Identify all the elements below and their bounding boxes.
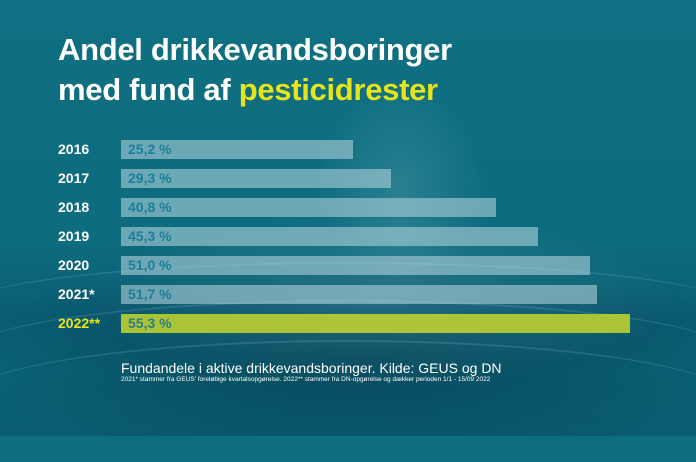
bar-row: 2019 45,3 % <box>0 227 696 246</box>
bar-row: 2017 29,3 % <box>0 169 696 188</box>
chart-caption: Fundandele i aktive drikkevandsboringer.… <box>121 360 502 376</box>
value-label: 25,2 % <box>128 141 172 157</box>
bar <box>121 314 630 333</box>
year-label: 2018 <box>58 199 90 215</box>
value-label: 51,7 % <box>128 286 172 302</box>
value-label: 29,3 % <box>128 170 172 186</box>
bar <box>121 227 538 246</box>
bar-row: 2016 25,2 % <box>0 140 696 159</box>
bar <box>121 198 496 217</box>
year-label: 2017 <box>58 170 90 186</box>
value-label: 51,0 % <box>128 257 172 273</box>
year-label: 2021* <box>58 286 95 302</box>
bar-row: 2021* 51,7 % <box>0 285 696 304</box>
title-line-2-prefix: med fund af <box>58 72 239 107</box>
bar-row: 2022** 55,3 % <box>0 314 696 333</box>
bar <box>121 285 597 304</box>
bar <box>121 169 391 188</box>
year-label: 2020 <box>58 257 90 273</box>
value-label: 45,3 % <box>128 228 172 244</box>
bar-row: 2020 51,0 % <box>0 256 696 275</box>
value-label: 55,3 % <box>128 315 172 331</box>
chart-title: Andel drikkevandsboringer med fund af pe… <box>58 30 452 110</box>
bar <box>121 256 590 275</box>
title-line-1: Andel drikkevandsboringer <box>58 32 452 67</box>
title-highlight: pesticidrester <box>238 72 438 107</box>
value-label: 40,8 % <box>128 199 172 215</box>
year-label: 2016 <box>58 141 90 157</box>
chart-footnote: 2021* stammer fra GEUS' foreløbige kvart… <box>121 376 491 383</box>
year-label: 2019 <box>58 228 90 244</box>
year-label: 2022** <box>58 315 101 331</box>
water-ripple <box>0 340 696 462</box>
bar-row: 2018 40,8 % <box>0 198 696 217</box>
bar <box>121 140 353 159</box>
